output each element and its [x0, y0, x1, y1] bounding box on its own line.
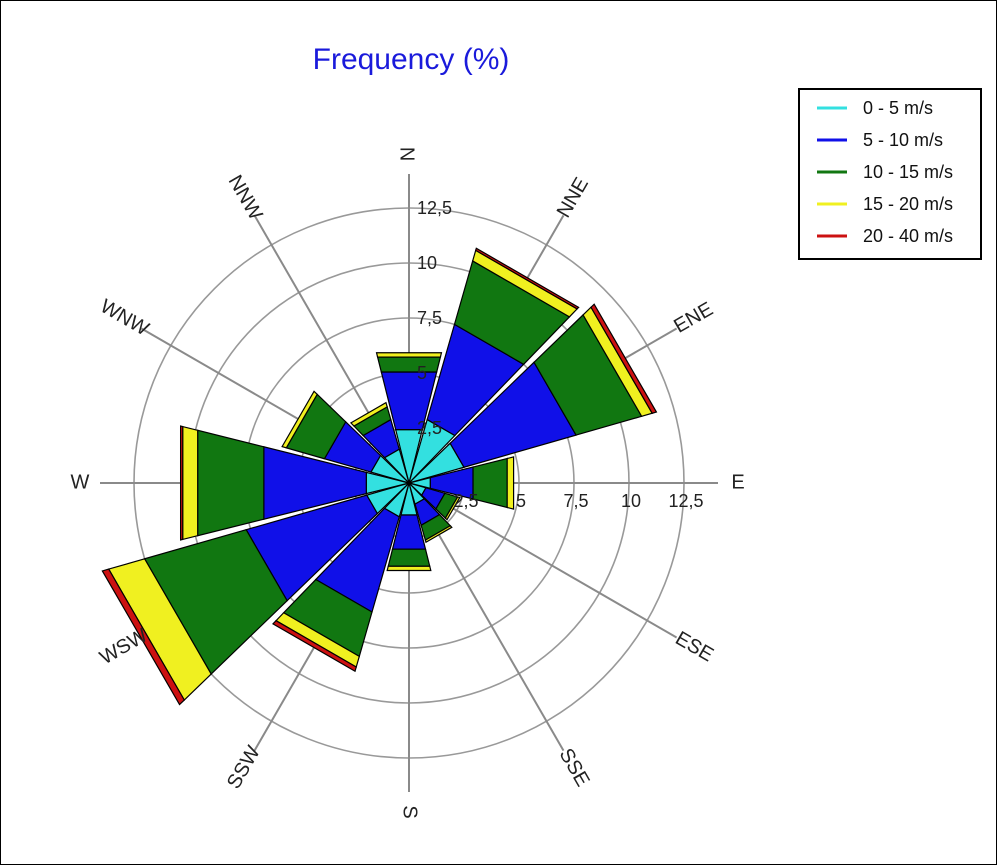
direction-label-ese: ESE [671, 627, 717, 666]
direction-label-wsw: WSW [96, 625, 151, 670]
bar-nne-series-4 [474, 247, 580, 310]
direction-label-nnw: NNW [224, 172, 267, 224]
legend-box [798, 88, 982, 260]
direction-label-ene: ENE [670, 298, 717, 338]
direction-label-e: E [731, 471, 744, 493]
legend-label: 15 - 20 m/s [863, 194, 953, 214]
ring-label-east: 7,5 [563, 491, 588, 511]
bar-e-series-3 [506, 456, 515, 510]
legend-label: 20 - 40 m/s [863, 226, 953, 246]
ring-label-north: 2,5 [417, 418, 442, 438]
bar-nnw-series-3 [349, 401, 388, 427]
ring-labels: 2,5 5 7,5 10 12,5 2,5 5 7,5 10 12,5 [417, 198, 704, 511]
ring-label-north: 10 [417, 253, 437, 273]
bar-ssw-series-4 [272, 619, 357, 673]
ring-label-east: 12,5 [668, 491, 703, 511]
direction-label-ssw: SSW [223, 742, 265, 793]
direction-label-nne: NNE [553, 174, 593, 222]
bar-n-series-3 [375, 352, 443, 358]
bar-sse-series-3 [424, 524, 453, 544]
ring-label-east: 10 [621, 491, 641, 511]
bar-ese-series-3 [444, 496, 461, 521]
bar-wnw-series-3 [281, 390, 318, 449]
ring-label-east: 5 [516, 491, 526, 511]
direction-label-n: N [397, 147, 419, 161]
direction-label-w: W [71, 471, 90, 493]
direction-label-wnw: WNW [96, 295, 152, 340]
chart-title: Frequency (%) [313, 43, 510, 76]
legend-label: 0 - 5 m/s [863, 98, 933, 118]
ring-label-north: 7,5 [417, 308, 442, 328]
bar-w-series-4 [179, 425, 184, 541]
rose-bars [101, 247, 658, 706]
bar-s-series-3 [386, 565, 432, 572]
ring-label-north: 12,5 [417, 198, 452, 218]
ring-label-east: 2,5 [453, 491, 478, 511]
direction-label-s: S [399, 805, 421, 818]
bar-n-series-2 [376, 356, 442, 373]
legend-label: 5 - 10 m/s [863, 130, 943, 150]
bar-ene-series-4 [590, 303, 658, 414]
legend-label: 10 - 15 m/s [863, 162, 953, 182]
bar-s-series-2 [387, 548, 431, 567]
direction-label-sse: SSE [555, 745, 594, 791]
legend: 0 - 5 m/s 5 - 10 m/s 10 - 15 m/s 15 - 20 m/… [798, 88, 982, 260]
bar-w-series-2 [197, 429, 265, 537]
ring-label-north: 5 [417, 363, 427, 383]
bar-w-series-3 [182, 425, 199, 541]
bar-wsw-series-4 [101, 568, 186, 706]
